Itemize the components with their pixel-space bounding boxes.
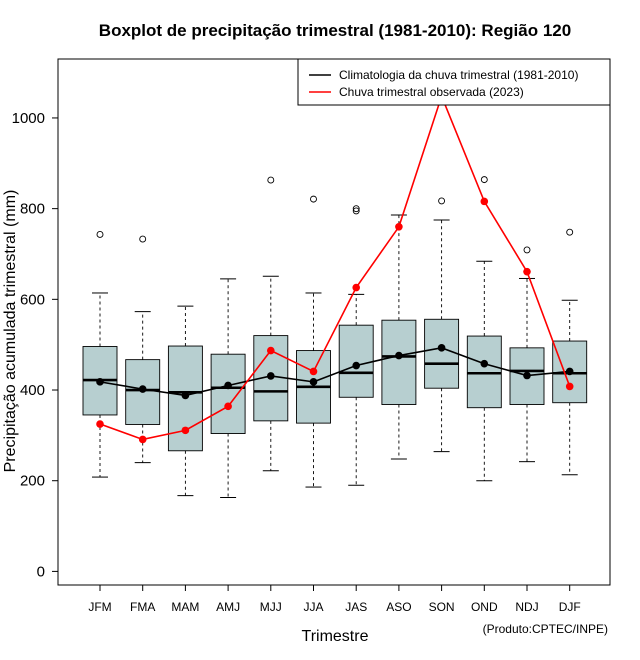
series-point-observed — [181, 426, 190, 435]
series-point-climatology — [138, 385, 147, 393]
series-line-climatology — [99, 347, 570, 397]
series-point-climatology — [437, 344, 446, 352]
outlier-point — [310, 195, 317, 203]
outlier-point — [480, 176, 488, 184]
x-tick-label: ASO — [386, 600, 411, 614]
series-point-observed — [138, 435, 147, 444]
outlier-point — [267, 176, 275, 184]
legend: Climatologia da chuva trimestral (1981-2… — [297, 58, 611, 106]
series-point-observed — [395, 222, 403, 231]
outlier-point — [523, 246, 531, 254]
x-tick-label: NDJ — [515, 600, 538, 614]
series-point-observed — [480, 197, 489, 206]
x-tick-label: JJA — [303, 600, 323, 614]
x-tick-label: JFM — [88, 600, 111, 614]
series-point-observed — [224, 402, 232, 411]
outlier-point — [438, 197, 446, 205]
series-point-observed — [96, 420, 104, 428]
series-point-climatology — [96, 378, 104, 386]
series-point-climatology — [181, 391, 190, 400]
series-point-observed — [309, 367, 318, 376]
x-tick-label: JAS — [345, 600, 367, 614]
box-iqr — [210, 353, 246, 434]
x-tick-label: SON — [429, 600, 455, 614]
series-point-climatology — [523, 371, 531, 380]
y-tick-label: 600 — [20, 291, 45, 308]
series-point-observed — [352, 283, 361, 292]
y-tick-label: 400 — [20, 382, 45, 399]
box-son — [424, 197, 460, 453]
legend-box — [297, 58, 611, 106]
series-point-climatology — [395, 351, 403, 360]
y-axis-label: Precipitação acumulada trimestral (mm) — [2, 190, 19, 473]
y-tick-label: 1000 — [12, 110, 45, 127]
series-point-climatology — [480, 359, 489, 368]
series-point-climatology — [309, 378, 318, 386]
series-point-climatology — [267, 372, 275, 380]
box-jas — [338, 205, 374, 486]
outlier-point — [139, 235, 147, 243]
series-point-climatology — [352, 361, 361, 370]
y-tick-label: 200 — [20, 473, 45, 490]
series-point-observed — [267, 346, 275, 355]
outlier-point — [96, 231, 104, 238]
y-tick-label: 0 — [37, 563, 45, 580]
box-iqr — [466, 335, 502, 409]
box-iqr — [338, 324, 374, 398]
box-iqr — [381, 319, 417, 405]
box-mjj — [253, 176, 289, 472]
box-aso — [381, 214, 417, 460]
x-tick-label: DJF — [559, 600, 581, 614]
outlier-point — [352, 207, 360, 215]
x-axis: JFM FMA MAM AMJ MJJ JJA JAS ASO SON OND NDJ DJF — [88, 584, 581, 614]
x-tick-label: AMJ — [216, 600, 240, 614]
legend-climatology-label: Climatologia da chuva trimestral (1981-2… — [339, 68, 578, 82]
series-point-climatology — [224, 381, 232, 390]
x-tick-label: OND — [471, 600, 498, 614]
x-axis-label: Trimestre — [302, 628, 369, 645]
y-tick-label: 800 — [20, 201, 45, 218]
box-iqr — [424, 318, 460, 389]
box-group — [82, 176, 588, 498]
box-jfm — [82, 231, 118, 478]
credit-text: (Produto:CPTEC/INPE) — [483, 622, 608, 636]
box-ndj — [509, 246, 545, 463]
series-line-observed — [99, 93, 571, 441]
legend-observed-label: Chuva trimestral observada (2023) — [339, 85, 524, 99]
series-point-climatology — [565, 367, 574, 376]
series-lines — [96, 92, 574, 444]
box-jja — [296, 195, 331, 488]
outlier-point — [566, 228, 574, 236]
box-mam — [167, 305, 203, 497]
outlier-point — [352, 205, 360, 213]
chart-title: Boxplot de precipitação trimestral (1981… — [99, 21, 571, 40]
x-tick-label: FMA — [130, 600, 155, 614]
box-ond — [466, 176, 502, 482]
box-fma — [125, 235, 161, 464]
y-axis: 0 200 400 600 800 1000 — [12, 110, 59, 580]
series-point-observed — [523, 267, 531, 276]
series-point-observed — [565, 382, 574, 391]
x-tick-label: MAM — [171, 600, 199, 614]
x-tick-label: MJJ — [260, 600, 282, 614]
box-djf — [552, 228, 588, 476]
